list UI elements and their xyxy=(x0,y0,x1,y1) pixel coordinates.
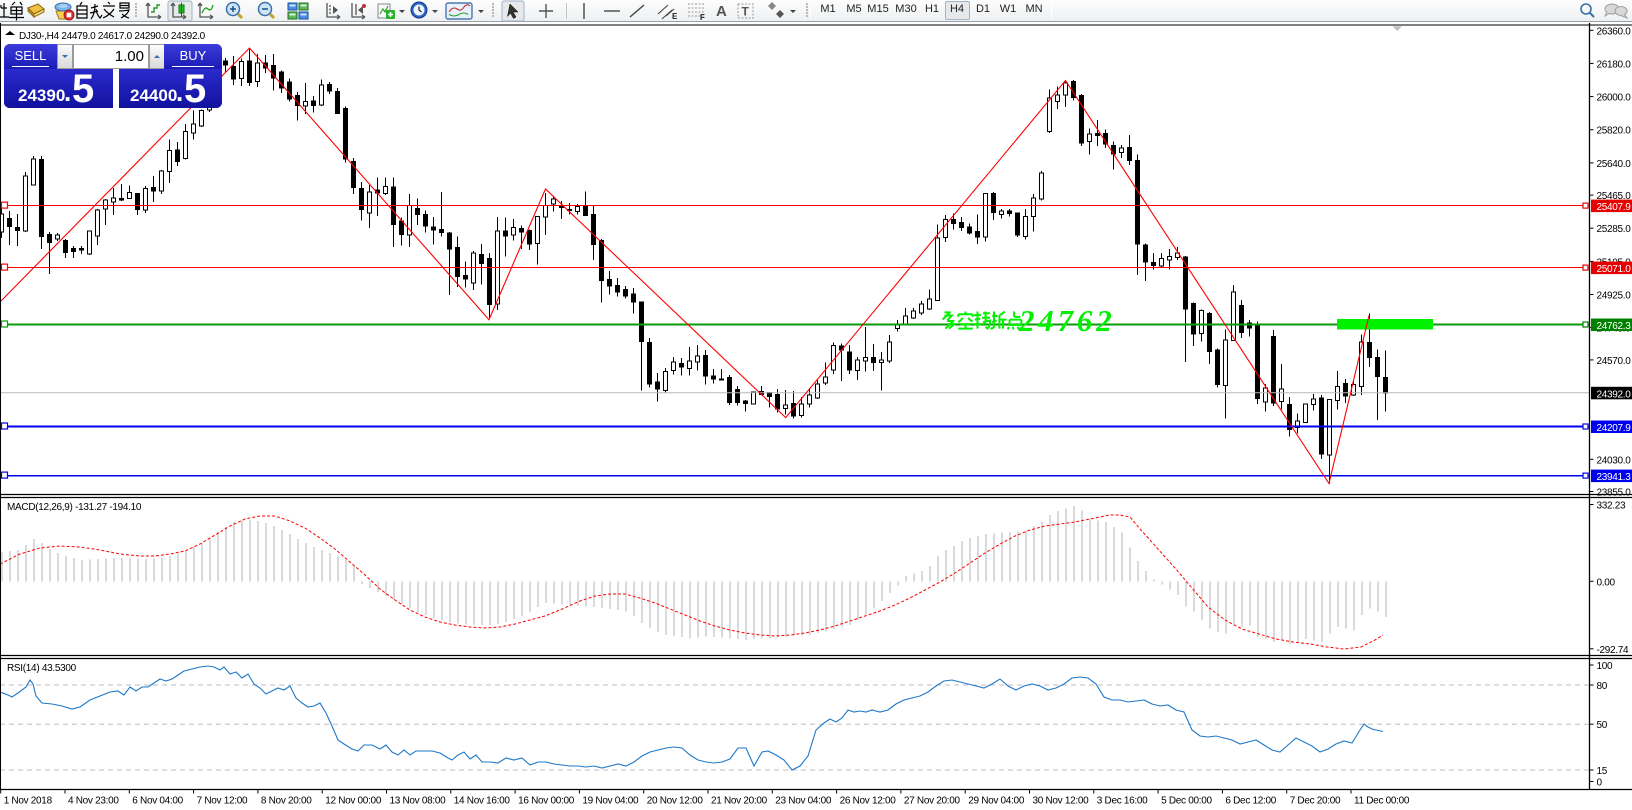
svg-text:29 Nov 04:00: 29 Nov 04:00 xyxy=(968,796,1025,807)
svg-text:F: F xyxy=(700,13,705,22)
svg-text:24207.9: 24207.9 xyxy=(1597,423,1632,434)
svg-text:T: T xyxy=(742,5,750,19)
svg-text:27 Nov 20:00: 27 Nov 20:00 xyxy=(904,796,961,807)
svg-text:14 Nov 16:00: 14 Nov 16:00 xyxy=(454,796,511,807)
svg-text:23855.0: 23855.0 xyxy=(1597,488,1632,499)
svg-text:5: 5 xyxy=(72,69,94,108)
svg-text:24762: 24762 xyxy=(1018,303,1116,338)
svg-text:26 Nov 12:00: 26 Nov 12:00 xyxy=(840,796,897,807)
svg-text:23941.3: 23941.3 xyxy=(1597,472,1632,483)
svg-text:11 Dec 00:00: 11 Dec 00:00 xyxy=(1354,796,1410,807)
svg-text:24390: 24390 xyxy=(18,86,65,105)
svg-text:26000.0: 26000.0 xyxy=(1597,93,1632,104)
svg-text:E: E xyxy=(672,12,678,21)
svg-text:MACD(12,26,9) -131.27 -194.10: MACD(12,26,9) -131.27 -194.10 xyxy=(7,502,142,513)
svg-text:100: 100 xyxy=(1597,661,1614,672)
svg-text:6 Dec 12:00: 6 Dec 12:00 xyxy=(1225,796,1276,807)
svg-text:25640.0: 25640.0 xyxy=(1597,159,1632,170)
svg-text:21 Nov 20:00: 21 Nov 20:00 xyxy=(711,796,768,807)
svg-text:13 Nov 08:00: 13 Nov 08:00 xyxy=(390,796,447,807)
svg-text:80: 80 xyxy=(1597,681,1608,692)
svg-text:20 Nov 12:00: 20 Nov 12:00 xyxy=(647,796,704,807)
svg-text:0.00: 0.00 xyxy=(1597,577,1616,588)
svg-text:24030.0: 24030.0 xyxy=(1597,455,1632,466)
svg-text:25407.9: 25407.9 xyxy=(1597,202,1632,213)
svg-text:0: 0 xyxy=(1597,778,1603,789)
svg-text:24392.0: 24392.0 xyxy=(1597,389,1632,400)
svg-text:RSI(14) 43.5300: RSI(14) 43.5300 xyxy=(7,663,77,674)
svg-text:25465.0: 25465.0 xyxy=(1597,191,1632,202)
svg-text:23 Nov 04:00: 23 Nov 04:00 xyxy=(775,796,832,807)
svg-text:50: 50 xyxy=(1597,720,1608,731)
svg-text:15: 15 xyxy=(1597,766,1608,777)
svg-text:24925.0: 24925.0 xyxy=(1597,291,1632,302)
svg-text:.: . xyxy=(176,77,183,107)
svg-text:30 Nov 12:00: 30 Nov 12:00 xyxy=(1033,796,1090,807)
svg-text:1 Nov 2018: 1 Nov 2018 xyxy=(4,796,53,807)
svg-text:332.23: 332.23 xyxy=(1597,501,1627,512)
svg-text:.: . xyxy=(64,77,71,107)
svg-text:8 Nov 20:00: 8 Nov 20:00 xyxy=(261,796,312,807)
svg-text:24570.0: 24570.0 xyxy=(1597,356,1632,367)
svg-text:25285.0: 25285.0 xyxy=(1597,224,1632,235)
svg-text:24400: 24400 xyxy=(130,86,177,105)
svg-text:4 Nov 23:00: 4 Nov 23:00 xyxy=(68,796,119,807)
svg-text:12 Nov 00:00: 12 Nov 00:00 xyxy=(325,796,382,807)
svg-text:5 Dec 00:00: 5 Dec 00:00 xyxy=(1161,796,1212,807)
svg-text:25071.0: 25071.0 xyxy=(1597,264,1632,275)
svg-text:19 Nov 04:00: 19 Nov 04:00 xyxy=(582,796,639,807)
svg-text:24762.3: 24762.3 xyxy=(1597,321,1632,332)
svg-text:DJ30-,H4 24479.0 24617.0 2429: DJ30-,H4 24479.0 24617.0 24290.0 24392.0 xyxy=(19,31,206,42)
svg-text:A: A xyxy=(716,3,727,20)
svg-text:16 Nov 00:00: 16 Nov 00:00 xyxy=(518,796,575,807)
svg-text:25820.0: 25820.0 xyxy=(1597,126,1632,137)
svg-text:7 Dec 20:00: 7 Dec 20:00 xyxy=(1290,796,1341,807)
svg-text:26360.0: 26360.0 xyxy=(1597,26,1632,37)
svg-text:6 Nov 04:00: 6 Nov 04:00 xyxy=(132,796,183,807)
svg-text:5: 5 xyxy=(184,69,206,108)
svg-text:26180.0: 26180.0 xyxy=(1597,59,1632,70)
svg-text:-292.74: -292.74 xyxy=(1597,645,1630,656)
svg-text:3 Dec 16:00: 3 Dec 16:00 xyxy=(1097,796,1148,807)
svg-text:7 Nov 12:00: 7 Nov 12:00 xyxy=(197,796,248,807)
